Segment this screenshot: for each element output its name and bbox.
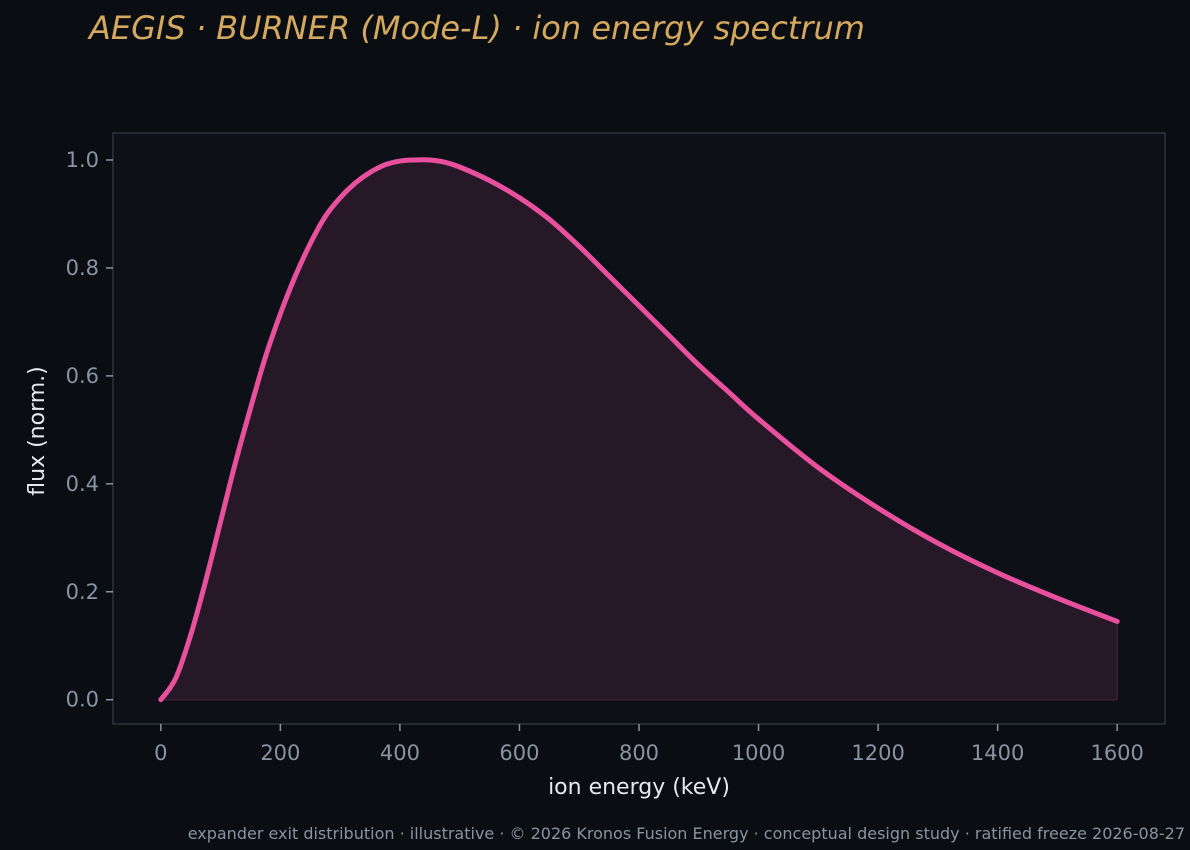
y-axis-ticks: 0.0 0.2 0.4 0.6 0.8 1.0 <box>66 148 113 712</box>
chart-title: AEGIS · BURNER (Mode-L) · ion energy spe… <box>87 9 865 47</box>
x-tick-label: 1600 <box>1090 741 1143 765</box>
x-tick-label: 400 <box>380 741 420 765</box>
x-tick-label: 1200 <box>851 741 904 765</box>
x-tick-label: 0 <box>154 741 167 765</box>
x-tick-label: 1000 <box>732 741 785 765</box>
y-axis-label: flux (norm.) <box>25 366 50 495</box>
footer-caption: expander exit distribution · illustrativ… <box>188 824 1185 843</box>
series-line-group <box>158 157 1120 703</box>
x-tick-label: 800 <box>619 741 659 765</box>
y-tick-label: 0.0 <box>66 688 99 712</box>
y-tick-label: 0.2 <box>66 580 99 604</box>
x-tick-label: 1400 <box>971 741 1024 765</box>
x-tick-label: 600 <box>499 741 539 765</box>
y-tick-label: 0.4 <box>66 472 99 496</box>
x-axis-label: ion energy (keV) <box>548 775 730 800</box>
x-axis-ticks: 0 200 400 600 800 1000 1200 1400 1600 <box>154 724 1144 765</box>
x-tick-label: 200 <box>260 741 300 765</box>
series-line <box>158 157 1120 703</box>
y-tick-label: 1.0 <box>66 148 99 172</box>
y-tick-label: 0.8 <box>66 256 99 280</box>
y-tick-label: 0.6 <box>66 364 99 388</box>
